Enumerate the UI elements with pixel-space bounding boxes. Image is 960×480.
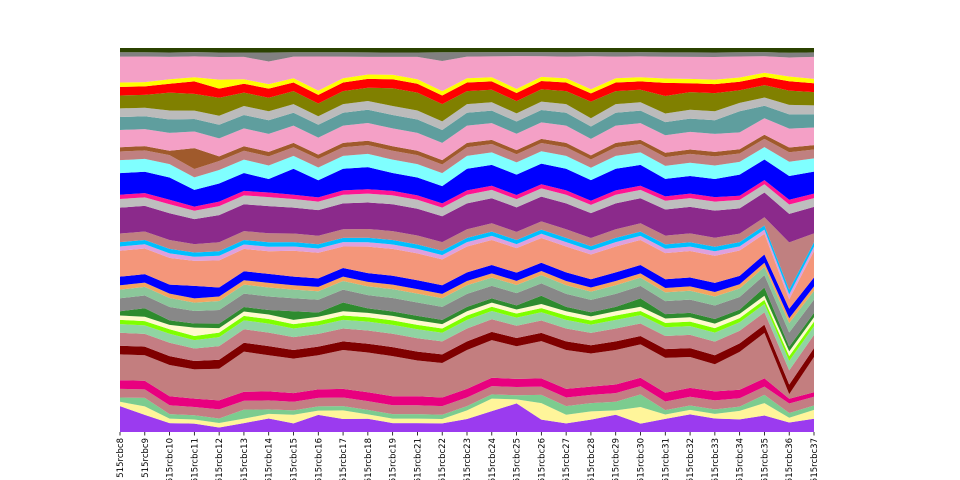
x-tick-label: 515rcbc28 [587,438,597,480]
x-tick-label: 515rcbc15 [290,438,300,480]
area-series-16 [120,254,814,319]
area-series-28 [120,118,814,161]
x-tick-label: 515rcbc26 [537,438,547,480]
x-tick-label: 515rcbc22 [438,438,448,480]
x-tick-label: 515rcbc37 [810,438,820,480]
area-series-22 [120,184,814,220]
x-axis-ticks: 515rcbc8 515rcbc9 515rcbc10 515rcbc11 515rcb… [116,432,820,480]
area-series-12 [120,287,814,352]
area-series-35 [120,52,814,62]
area-series-9 [120,304,814,371]
area-series-23 [120,180,814,211]
x-tick-label: 515rcbc30 [637,438,647,480]
area-series-13 [120,275,814,347]
x-tick-label: 515rcbc19 [389,438,399,480]
area-series-20 [120,217,814,290]
area-series-11 [120,295,814,357]
x-tick-label: 515rcbc8 [116,438,126,478]
area-series-33 [120,72,814,96]
x-tick-label: 515rcbc36 [785,438,795,480]
area-series-24 [120,159,814,207]
x-tick-label: 515rcbc34 [736,438,746,480]
x-tick-label: 515rcbc33 [711,438,721,480]
area-series-17 [120,233,814,309]
x-tick-label: 515rcbc35 [760,438,770,480]
area-series-14 [120,266,814,333]
x-tick-label: 515rcbc29 [612,438,622,480]
area-series-30 [120,97,814,130]
x-tick-label: 515rcbc31 [661,438,671,480]
x-tick-label: 515rcbc25 [513,438,523,480]
area-series-27 [120,134,814,170]
x-tick-label: 515rcbc23 [463,438,473,480]
x-tick-label: 515rcbc10 [166,438,176,480]
x-tick-label: 515rcbc12 [215,438,225,480]
area-series-36 [120,48,814,53]
area-series-19 [120,225,814,295]
area-series-31 [120,85,814,122]
x-tick-label: 515rcbc18 [364,438,374,480]
x-tick-label: 515rcbc24 [488,438,498,480]
x-tick-label: 515rcbc17 [339,438,349,480]
x-tick-label: 515rcbc9 [141,438,151,478]
area-series-21 [120,192,814,245]
area-series-5 [120,377,814,410]
x-tick-label: 515rcbc14 [265,438,275,480]
area-series-6 [120,332,814,401]
area-series-26 [120,138,814,178]
area-series-7 [120,324,814,395]
x-tick-label: 515rcbc27 [562,438,572,480]
area-series-25 [120,147,814,190]
x-tick-label: 515rcbc21 [413,438,423,480]
area-layers [120,48,814,432]
area-series-3 [120,394,814,423]
area-series-32 [120,76,814,105]
area-series-34 [120,56,814,92]
x-tick-label: 515rcbc13 [240,438,250,480]
area-series-8 [120,312,814,385]
area-series-2 [120,398,814,428]
area-series-18 [120,229,814,300]
area-series-29 [120,105,814,143]
area-series-4 [120,386,814,419]
x-tick-label: 515rcbc32 [686,438,696,480]
area-series-10 [120,299,814,361]
x-tick-label: 515rcbc16 [314,438,324,480]
x-tick-label: 515rcbc11 [190,438,200,480]
area-series-1 [120,403,814,432]
